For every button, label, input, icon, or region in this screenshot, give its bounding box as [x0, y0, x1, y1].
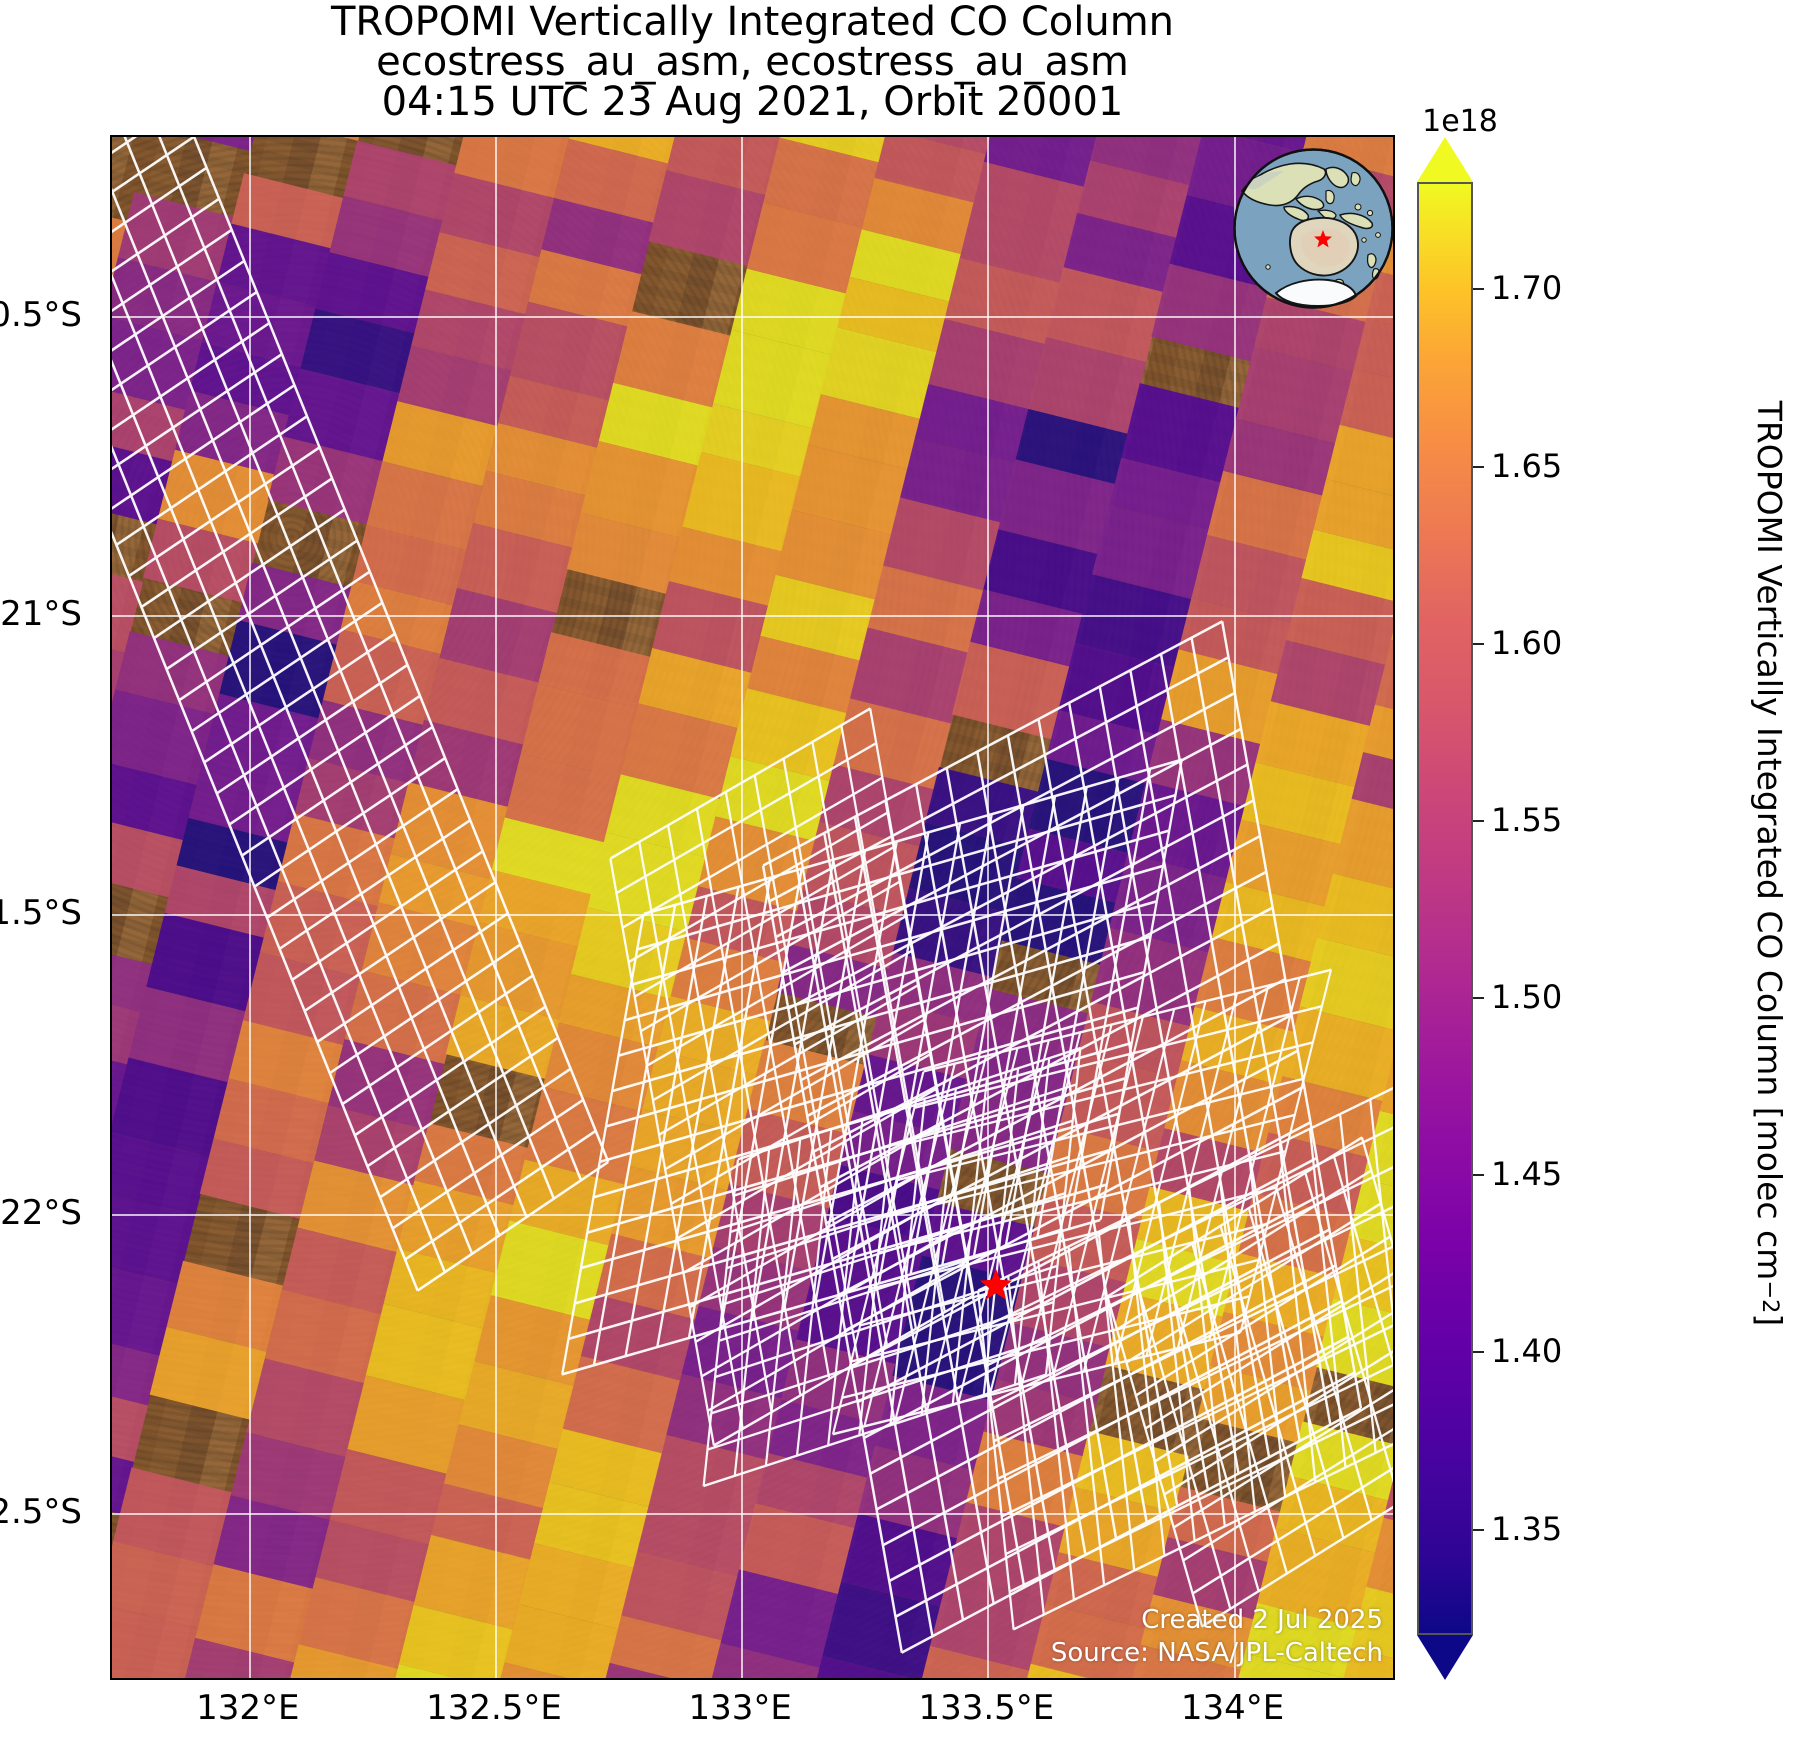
tropomi-co-swath-pixels — [112, 137, 1393, 1678]
colorbar-extend-bottom-arrow — [1417, 1635, 1473, 1680]
orthographic-locator-globe — [1232, 147, 1393, 310]
x-tick-label: 134°E — [1180, 1688, 1285, 1728]
colorbar-tick-label: 1.50 — [1491, 978, 1563, 1017]
colorbar-tick-label: 1.70 — [1491, 269, 1563, 308]
colorbar-label-suffix: ] — [1750, 1313, 1790, 1327]
page-title: TROPOMI Vertically Integrated CO Column … — [110, 2, 1395, 122]
credits-block: Created 2 Jul 2025 Source: NASA/JPL-Calt… — [1051, 1604, 1383, 1670]
colorbar-tick-label: 1.45 — [1491, 1155, 1563, 1194]
y-tick-label: 21.5°S — [0, 893, 82, 934]
colorbar-extend-top-arrow — [1417, 137, 1473, 182]
x-axis-tick-labels: 132°E 132.5°E 133°E 133.5°E 134°E — [110, 1688, 1395, 1738]
colorbar[interactable]: 1.70 1.65 1.60 1.55 1.50 1.45 1.40 1.35 — [1417, 137, 1562, 1680]
colorbar-gradient[interactable] — [1417, 182, 1473, 1635]
colorbar-tick — [1473, 288, 1484, 291]
colorbar-tick-label: 1.40 — [1491, 1332, 1563, 1371]
colorbar-offset-text: 1e18 — [1422, 104, 1498, 139]
colorbar-tick — [1473, 1528, 1484, 1531]
colorbar-tick — [1473, 465, 1484, 468]
colorbar-tick-label: 1.65 — [1491, 446, 1563, 485]
colorbar-tick — [1473, 1174, 1484, 1177]
colorbar-tick-label: 1.35 — [1491, 1509, 1563, 1548]
colorbar-tick — [1473, 997, 1484, 1000]
y-tick-label: 22°S — [0, 1192, 82, 1233]
title-line-1: TROPOMI Vertically Integrated CO Column — [330, 0, 1175, 45]
colorbar-tick — [1473, 1351, 1484, 1354]
colorbar-tick — [1473, 642, 1484, 645]
x-tick-label: 133.5°E — [918, 1688, 1055, 1728]
created-text: Created 2 Jul 2025 — [1141, 1605, 1383, 1635]
title-line-3: 04:15 UTC 23 Aug 2021, Orbit 20001 — [381, 79, 1124, 125]
x-tick-label: 132.5°E — [426, 1688, 562, 1728]
y-tick-label: 22.5°S — [0, 1492, 82, 1533]
colorbar-tick-label: 1.55 — [1491, 800, 1563, 839]
colorbar-label-exponent: −2 — [1757, 1280, 1783, 1314]
map-axes[interactable]: Created 2 Jul 2025 Source: NASA/JPL-Calt… — [110, 135, 1395, 1680]
y-tick-label: 20.5°S — [0, 294, 82, 335]
colorbar-label-text: TROPOMI Vertically Integrated CO Column … — [1750, 400, 1790, 1281]
x-tick-label: 132°E — [196, 1688, 300, 1728]
colorbar-axis-label: TROPOMI Vertically Integrated CO Column … — [1740, 137, 1800, 1590]
title-line-2: ecostress_au_asm, ecostress_au_asm — [376, 39, 1129, 85]
source-text: Source: NASA/JPL-Caltech — [1050, 1638, 1383, 1668]
colorbar-tick — [1473, 819, 1484, 822]
colorbar-tick-label: 1.60 — [1491, 623, 1563, 662]
y-axis-tick-labels-group: 20.5°S 21°S 21.5°S 22°S 22.5°S — [0, 0, 96, 1748]
y-tick-label: 21°S — [0, 594, 82, 635]
x-tick-label: 133°E — [688, 1688, 792, 1728]
